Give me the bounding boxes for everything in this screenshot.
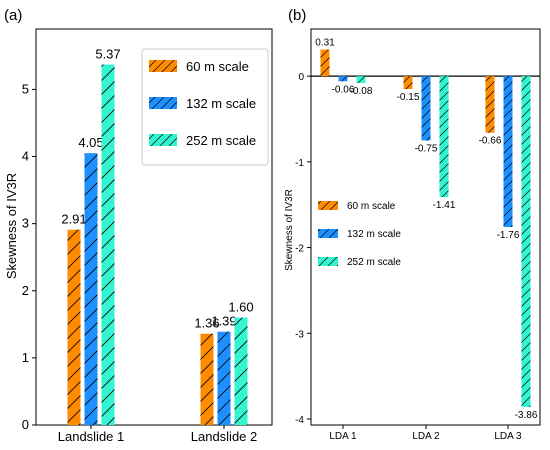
legend-label: 132 m scale xyxy=(186,96,256,111)
x-tick-label: LDA 2 xyxy=(412,431,440,442)
legend-swatch-hatch xyxy=(149,60,177,72)
legend-swatch-hatch xyxy=(149,134,177,146)
bar-hatch xyxy=(101,64,115,426)
legend-swatch-hatch xyxy=(149,97,177,109)
panel-a-y-axis-label: Skewness of IV3R xyxy=(4,173,19,279)
data-label: 1.36 xyxy=(194,316,219,331)
bar-hatch xyxy=(320,49,330,77)
data-label: -3.86 xyxy=(515,410,538,421)
panel-a-label: (a) xyxy=(4,7,22,24)
bar-hatch xyxy=(356,76,366,83)
y-tick-label: 5 xyxy=(22,81,29,96)
data-label: -0.06 xyxy=(332,84,355,95)
panel-b-y-axis-label: Skewness of IV3R xyxy=(284,189,295,271)
legend-label: 60 m scale xyxy=(347,201,396,212)
panel-b: (b) Skewness of IV3R 0 -1 -2 -3 -4 LDA 1 0.31 -… xyxy=(284,7,541,442)
panel-b-label: (b) xyxy=(288,7,306,24)
data-label: 4.05 xyxy=(78,135,103,150)
data-label: -0.66 xyxy=(479,136,502,147)
data-label: -1.41 xyxy=(433,200,456,211)
data-label: 1.60 xyxy=(228,300,253,315)
x-tick-label: LDA 3 xyxy=(494,431,522,442)
y-tick-label: 1 xyxy=(22,350,29,365)
y-tick-label: -4 xyxy=(295,415,304,426)
y-tick-label: -1 xyxy=(295,158,304,169)
legend-swatch-hatch xyxy=(318,201,338,210)
bar-hatch xyxy=(421,76,431,141)
data-label: -1.76 xyxy=(497,230,520,241)
plot-area-frame xyxy=(35,28,273,426)
bar-hatch xyxy=(84,153,98,425)
bar-hatch xyxy=(485,76,495,133)
legend-label: 60 m scale xyxy=(186,59,249,74)
bar-hatch xyxy=(234,317,248,425)
x-tick-label: LDA 1 xyxy=(329,431,357,442)
bar-hatch xyxy=(503,76,513,228)
y-tick-label: 0 xyxy=(22,417,29,432)
data-label: 2.91 xyxy=(61,212,86,227)
y-tick-label: 3 xyxy=(22,216,29,231)
legend-label: 252 m scale xyxy=(186,133,256,148)
panel-a: (a) Skewness of IV3R 0 1 2 3 4 5 Landslide 1 2.… xyxy=(4,7,273,444)
bar-hatch xyxy=(67,229,81,425)
x-tick-label: Landslide 2 xyxy=(191,429,258,444)
legend-swatch-hatch xyxy=(318,229,338,238)
y-tick-label: 0 xyxy=(298,72,304,83)
bar-hatch xyxy=(439,76,449,197)
y-tick-label: -2 xyxy=(295,244,304,255)
bar-hatch xyxy=(217,331,231,425)
data-label: -0.75 xyxy=(415,143,438,154)
bar-hatch xyxy=(521,76,531,408)
y-tick-label: 4 xyxy=(22,149,29,164)
data-label: -0.15 xyxy=(397,92,420,103)
data-label: -0.08 xyxy=(350,86,373,97)
x-tick-label: Landslide 1 xyxy=(58,429,125,444)
data-label: 5.37 xyxy=(95,47,120,62)
legend-swatch-hatch xyxy=(318,257,338,266)
bar-hatch xyxy=(200,333,214,425)
legend-label: 252 m scale xyxy=(347,257,401,268)
bar-hatch xyxy=(403,76,413,89)
y-tick-label: 2 xyxy=(22,283,29,298)
data-label: 1.39 xyxy=(211,314,236,329)
data-label: 0.31 xyxy=(315,38,335,49)
bar-hatch xyxy=(338,76,348,82)
y-tick-label: -3 xyxy=(295,329,304,340)
legend-label: 132 m scale xyxy=(347,229,401,240)
